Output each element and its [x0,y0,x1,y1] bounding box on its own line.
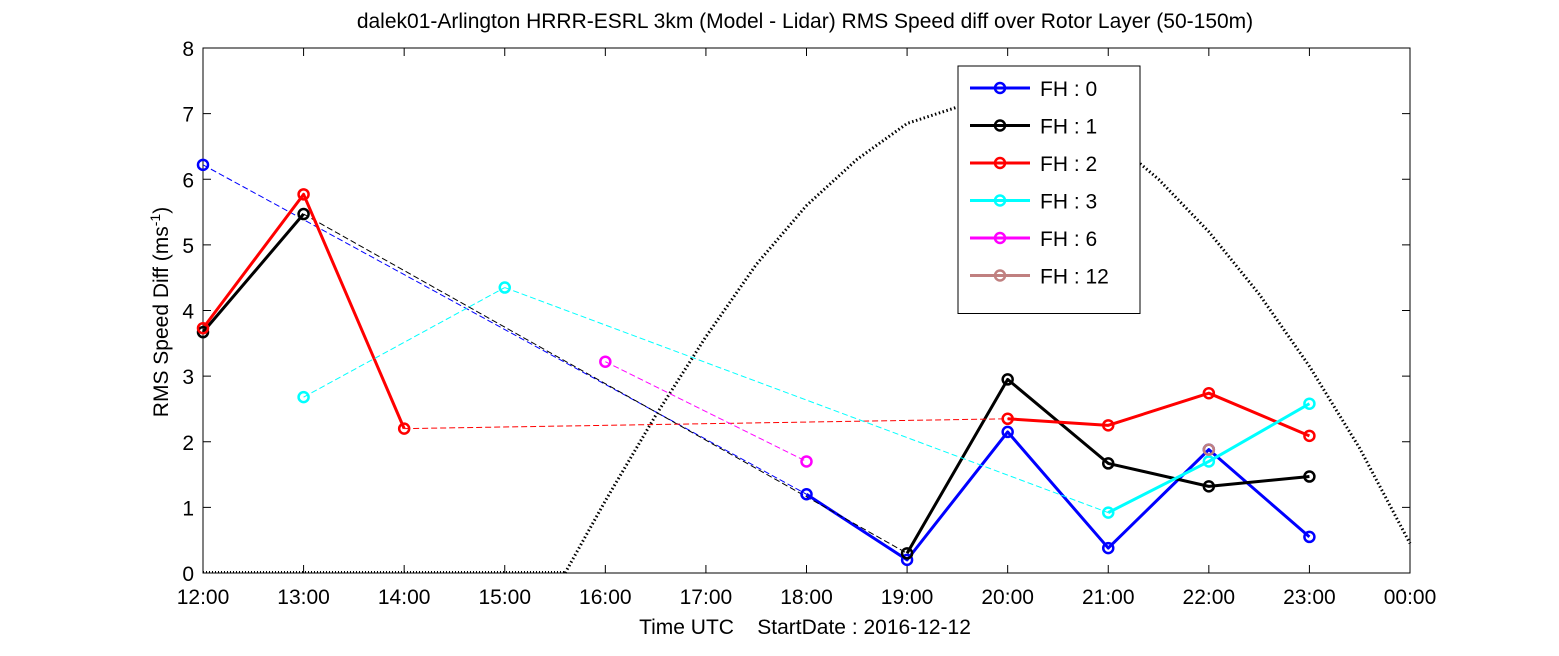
data-point [196,325,210,339]
x-tick-label: 23:00 [1283,586,1336,609]
y-tick-label: 1 [182,497,194,520]
data-point [1102,419,1115,432]
series-dashed-line [303,287,505,398]
x-tick-label: 12:00 [177,586,230,609]
legend-marker [993,231,1007,245]
data-point [1001,412,1014,426]
data-point [1202,443,1216,456]
data-point [1001,425,1014,439]
legend-label: FH : 0 [1040,78,1097,101]
x-tick-label: 17:00 [680,586,733,609]
x-axis-label: Time UTC StartDate : 2016-12-12 [639,616,971,639]
data-point [1102,457,1115,470]
data-point [297,390,310,404]
y-tick-label: 0 [182,563,194,586]
data-point [297,188,310,201]
data-point [1202,455,1216,468]
data-point [1102,541,1115,555]
data-point [1303,530,1316,544]
data-point [1303,470,1316,483]
data-point [397,422,411,435]
x-tick-label: 21:00 [1082,586,1135,609]
series-line [805,430,1311,562]
series-dashed-line [202,164,807,495]
y-tick-label: 8 [182,38,194,61]
series-line [201,213,305,334]
data-point [297,207,310,221]
series-dashed-line [303,213,908,554]
chart-title: dalek01-Arlington HRRR-ESRL 3km (Model -… [357,10,1253,33]
series-line [1107,402,1311,514]
y-tick-label: 3 [182,366,194,389]
legend-label: FH : 6 [1040,228,1097,251]
data-point [1102,506,1115,519]
data-point [1001,373,1014,386]
data-point [800,455,813,468]
legend-label: FH : 12 [1040,266,1109,289]
x-tick-label: 14:00 [378,586,431,609]
data-point [599,355,612,368]
y-tick-label: 2 [182,432,194,455]
legend-marker [993,81,1007,95]
series-dashed-line [404,418,1008,430]
data-point [800,488,813,501]
x-tick-label: 00:00 [1384,586,1437,609]
x-tick-label: 16:00 [579,586,632,609]
x-tick-label: 19:00 [881,586,934,609]
data-point [900,547,914,560]
legend-marker [993,269,1007,282]
legend-label: FH : 1 [1040,116,1097,139]
data-point [196,321,210,335]
x-tick-label: 15:00 [478,586,531,609]
legend-box [957,65,1141,314]
data-point [900,553,914,567]
y-tick-label: 7 [182,104,194,127]
y-tick-label: 6 [182,169,194,192]
plot-area: 12:00 13:00 14:00 15:00 16:00 17:00 18:00 19:00… [177,38,1437,609]
data-point [1303,397,1316,410]
x-tick-label: 13:00 [277,586,330,609]
data-point [498,281,511,294]
y-axis-label-main: RMS Speed Diff (ms [150,226,173,417]
legend-label: FH : 3 [1040,191,1097,214]
series-dashed-line [504,287,1109,514]
series-line [201,192,406,430]
data-point [1303,429,1316,443]
y-axis-label-superscript: -1 [147,214,163,227]
data-point [1202,480,1216,493]
x-tick-label: 20:00 [981,586,1034,609]
legend-label: FH : 2 [1040,153,1097,176]
x-tick-label: 22:00 [1183,586,1236,609]
y-tick-label: 5 [182,235,194,258]
y-axis-label: RMS Speed Diff (ms-1) [147,207,173,417]
y-tick-label: 4 [182,301,194,324]
data-point [196,158,210,172]
data-point [1202,386,1216,400]
y-axis-label-close: ) [150,207,173,214]
series-line [1007,391,1311,438]
legend-marker [993,119,1007,132]
x-tick-label: 18:00 [780,586,833,609]
legend-marker [993,156,1007,170]
series-dashed-line [605,361,807,462]
legend-marker [993,194,1007,207]
series-line [905,377,1310,555]
